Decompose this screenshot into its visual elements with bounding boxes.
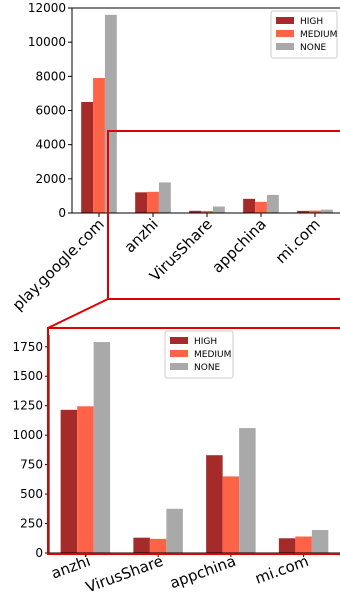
legend: HIGH MEDIUM NONE xyxy=(164,330,234,379)
legend-label: NONE xyxy=(194,363,221,373)
x-tick-label: anzhi xyxy=(121,215,162,256)
y-tick-label: 12000 xyxy=(28,1,66,15)
legend-label: NONE xyxy=(300,43,327,53)
y-tick-label: 500 xyxy=(20,487,43,501)
zoomed-chart-frame xyxy=(47,327,340,555)
bar-medium xyxy=(149,538,167,553)
y-tick-label: 1250 xyxy=(12,399,43,413)
bar-medium xyxy=(93,78,105,214)
bar-none xyxy=(166,508,183,553)
legend-label: MEDIUM xyxy=(194,350,231,360)
legend-label: HIGH xyxy=(300,17,323,27)
chart-zoomed: 02505007501000125015001750anzhiVirusShar… xyxy=(12,330,340,597)
chart-overview: 0 2000 4000 6000 8000 10000 12000 play.google.c… xyxy=(9,1,340,314)
y-tick-label: 0 xyxy=(58,206,66,220)
y-tick-label: 1500 xyxy=(12,369,43,383)
y-tick-label: 2000 xyxy=(35,172,66,186)
x-tick-label: mi.com xyxy=(272,215,324,267)
y-tick-label: 1750 xyxy=(12,340,43,354)
bar-medium xyxy=(147,191,159,213)
bar-medium xyxy=(295,536,312,553)
y-tick-label: 250 xyxy=(20,517,43,531)
legend-swatch xyxy=(276,30,294,37)
bar-medium xyxy=(201,210,213,213)
bar-none xyxy=(93,342,111,553)
legend-swatch xyxy=(170,350,188,357)
bar-medium xyxy=(255,201,267,213)
bar-high xyxy=(135,192,148,213)
bar-none xyxy=(320,209,333,213)
y-tick-label: 10000 xyxy=(28,35,66,49)
legend: HIGH MEDIUM NONE xyxy=(270,10,338,59)
bar-none xyxy=(311,530,329,553)
y-tick-label: 8000 xyxy=(35,69,66,83)
legend-label: MEDIUM xyxy=(300,30,337,40)
x-tick-label: appchina xyxy=(208,215,269,276)
bar-none xyxy=(212,206,225,213)
bar-none xyxy=(104,14,117,214)
bar-high xyxy=(206,455,223,553)
bar-none xyxy=(158,182,171,213)
legend-label: HIGH xyxy=(194,337,217,347)
bar-high xyxy=(133,537,150,553)
bar-high xyxy=(297,210,310,213)
bar-high xyxy=(243,198,256,213)
bar-medium xyxy=(309,210,321,213)
x-tick-label: mi.com xyxy=(253,552,311,588)
bar-high xyxy=(278,538,296,553)
x-tick-label: appchina xyxy=(167,552,238,592)
bar-high xyxy=(189,210,202,213)
zoom-region-box xyxy=(107,130,340,300)
x-tick-label: play.google.com xyxy=(9,215,108,314)
legend-swatch xyxy=(170,363,188,370)
legend-swatch xyxy=(276,43,294,50)
y-tick-label: 1000 xyxy=(12,428,43,442)
zoom-connector-line xyxy=(47,298,109,329)
bar-high xyxy=(60,409,78,553)
y-tick-label: 4000 xyxy=(35,138,66,152)
bar-medium xyxy=(222,476,240,553)
bar-medium xyxy=(77,406,94,553)
y-tick-label: 0 xyxy=(35,546,43,560)
legend-swatch xyxy=(170,337,188,344)
x-tick-label: VirusShare xyxy=(83,552,165,597)
y-tick-label: 6000 xyxy=(35,104,66,118)
bar-high xyxy=(81,101,94,213)
y-tick-label: 750 xyxy=(20,458,43,472)
bar-none xyxy=(239,428,256,553)
bar-none xyxy=(266,194,279,213)
legend-swatch xyxy=(276,17,294,24)
zoom-overlay xyxy=(47,130,340,555)
